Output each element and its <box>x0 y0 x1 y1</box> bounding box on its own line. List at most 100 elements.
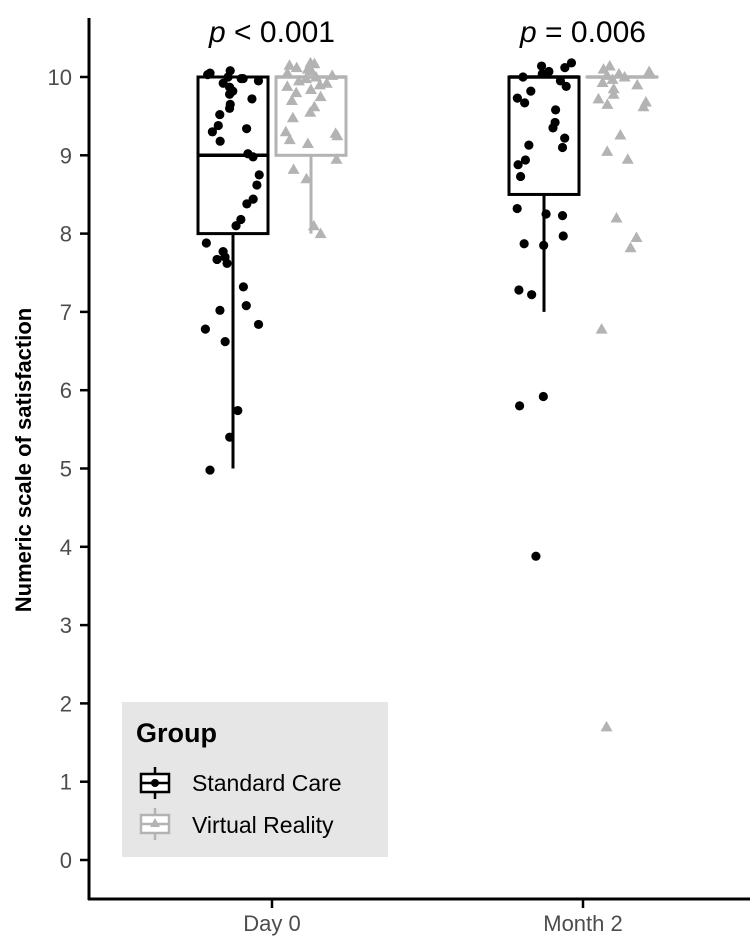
data-point <box>541 209 551 219</box>
data-point <box>548 123 558 133</box>
data-point <box>310 71 323 82</box>
data-point <box>606 73 619 84</box>
data-point <box>223 72 233 82</box>
data-point <box>631 78 644 90</box>
legend-title: Group <box>136 718 217 748</box>
data-point <box>225 432 235 442</box>
y-tick-label: 8 <box>60 222 72 247</box>
data-point <box>203 70 213 80</box>
data-point <box>557 142 568 153</box>
data-point <box>247 94 257 104</box>
data-point <box>536 61 547 71</box>
data-point <box>252 180 262 190</box>
y-axis-title: Numeric scale of satisfaction <box>11 308 36 612</box>
annotation-layer: p < 0.001 p = 0.006 <box>208 16 646 49</box>
data-point <box>304 106 317 117</box>
data-point <box>225 103 235 113</box>
data-point <box>539 240 549 250</box>
data-point <box>233 405 243 416</box>
x-tick-label: Month 2 <box>543 911 623 936</box>
data-point <box>524 140 534 150</box>
y-tick-label: 10 <box>48 65 72 90</box>
data-point <box>320 77 333 88</box>
data-point <box>326 69 339 80</box>
data-point <box>515 171 526 182</box>
data-point <box>248 194 258 204</box>
data-point <box>285 94 298 105</box>
data-point <box>601 98 614 109</box>
data-point <box>531 551 541 561</box>
data-point <box>212 254 222 265</box>
data-point <box>519 239 529 249</box>
data-point <box>527 290 537 300</box>
data-point <box>205 465 215 475</box>
data-point <box>610 211 623 223</box>
data-point <box>596 76 609 87</box>
data-point <box>201 238 211 248</box>
data-point <box>331 129 344 141</box>
legend: Group Standard Care Virtual Reality <box>122 702 388 857</box>
data-point <box>286 111 299 123</box>
data-point <box>561 81 571 91</box>
legend-label-virtual-reality: Virtual Reality <box>192 812 334 838</box>
y-tick-label: 6 <box>60 378 72 403</box>
legend-label-standard-care: Standard Care <box>192 770 342 796</box>
y-tick-label: 9 <box>60 143 72 168</box>
data-point <box>614 128 627 140</box>
data-point <box>514 401 525 411</box>
data-point <box>236 214 246 225</box>
data-point <box>558 231 568 241</box>
data-point <box>231 221 241 231</box>
data-point <box>224 89 235 99</box>
data-point <box>630 231 643 243</box>
y-tick-label: 4 <box>60 535 72 560</box>
data-point <box>281 80 294 91</box>
data-point <box>242 124 252 134</box>
legend-key-virtual-reality <box>139 808 171 840</box>
data-point <box>314 90 327 102</box>
data-point <box>300 72 313 84</box>
data-point <box>314 227 327 239</box>
data-point <box>603 60 616 71</box>
data-point <box>290 86 303 98</box>
data-point <box>248 152 258 162</box>
data-point <box>283 59 296 70</box>
data-point <box>637 100 650 112</box>
data-point <box>624 241 637 253</box>
y-tick-label: 7 <box>60 300 72 325</box>
data-point <box>512 93 522 103</box>
data-point <box>215 109 225 120</box>
data-point <box>514 285 524 295</box>
p-symbol: p <box>519 16 537 49</box>
data-point <box>300 172 313 184</box>
data-point <box>550 105 561 115</box>
data-point <box>621 153 634 164</box>
p-symbol: p <box>208 16 226 49</box>
p-value-annotation: p = 0.006 <box>519 16 646 49</box>
data-point <box>601 145 614 156</box>
data-point <box>538 391 548 402</box>
tick-layer: 0 1 2 3 4 5 6 7 8 9 10 Day 0 Month 2 <box>48 65 623 936</box>
p-value-annotation: p < 0.001 <box>208 16 335 49</box>
data-point <box>241 301 251 311</box>
box-standard-care <box>507 75 581 312</box>
data-point <box>537 69 547 79</box>
x-tick-label: Day 0 <box>243 911 300 936</box>
data-point <box>513 160 523 170</box>
data-point <box>253 76 264 86</box>
data-point <box>557 210 568 221</box>
data-point <box>307 219 320 231</box>
data-point <box>254 170 264 180</box>
data-point <box>555 76 566 86</box>
y-tick-label: 3 <box>60 613 72 638</box>
y-tick-label: 2 <box>60 691 72 716</box>
data-point <box>301 137 314 149</box>
data-point <box>566 58 577 68</box>
y-tick-label: 1 <box>60 770 72 795</box>
data-point <box>253 319 264 330</box>
data-point <box>215 136 225 146</box>
y-tick-label: 0 <box>60 848 72 873</box>
data-point <box>215 305 225 315</box>
data-point <box>283 133 296 145</box>
